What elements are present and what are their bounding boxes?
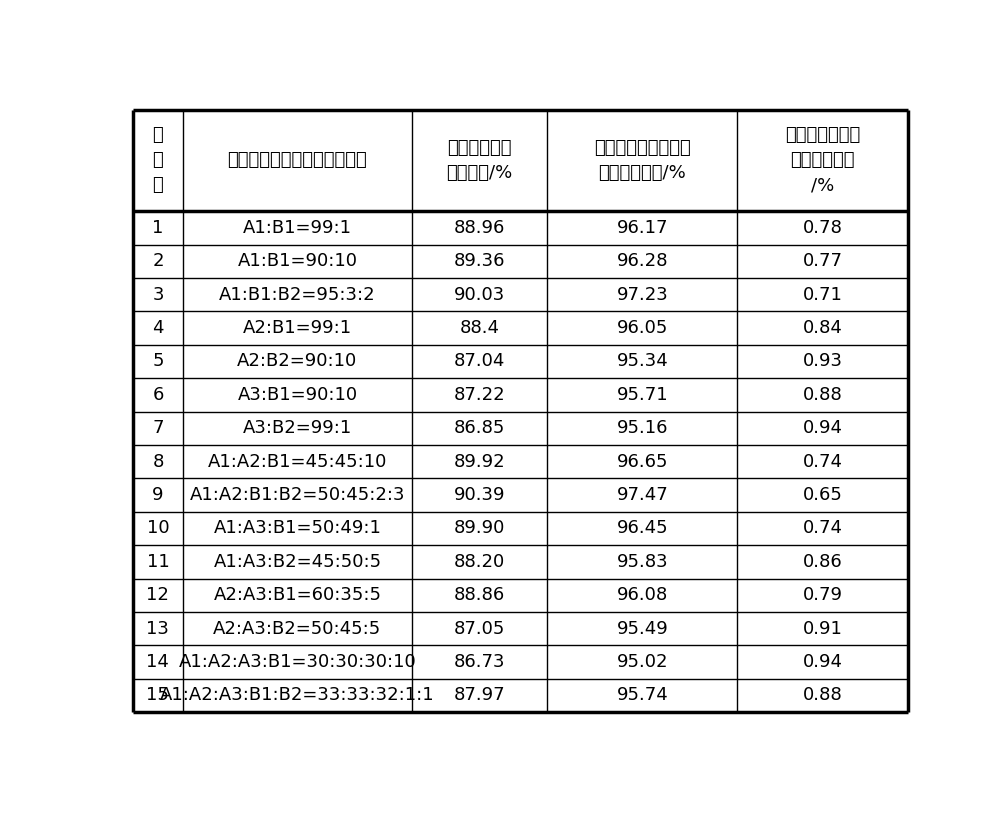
- Text: 88.20: 88.20: [454, 553, 505, 570]
- Text: 95.16: 95.16: [617, 420, 668, 437]
- Text: 96.28: 96.28: [617, 252, 668, 270]
- Text: 86.85: 86.85: [454, 420, 505, 437]
- Text: 产品中间、对甲乙苯
质量百分含量/%: 产品中间、对甲乙苯 质量百分含量/%: [594, 139, 691, 182]
- Text: 87.22: 87.22: [454, 386, 505, 404]
- Text: 10: 10: [147, 520, 169, 537]
- Text: A1:A3:B2=45:50:5: A1:A3:B2=45:50:5: [213, 553, 382, 570]
- Text: 89.36: 89.36: [454, 252, 505, 270]
- Text: 87.04: 87.04: [454, 353, 505, 370]
- Text: 90.39: 90.39: [454, 486, 505, 504]
- Text: A2:B2=90:10: A2:B2=90:10: [237, 353, 358, 370]
- Text: 0.79: 0.79: [802, 586, 842, 604]
- Text: 0.78: 0.78: [803, 219, 842, 237]
- Text: 萃取剂种类及组成（质量比）: 萃取剂种类及组成（质量比）: [228, 152, 367, 169]
- Text: 12: 12: [146, 586, 169, 604]
- Text: 0.94: 0.94: [802, 653, 842, 671]
- Text: 89.90: 89.90: [454, 520, 505, 537]
- Text: A3:B2=99:1: A3:B2=99:1: [243, 420, 352, 437]
- Text: 95.49: 95.49: [616, 620, 668, 638]
- Text: A1:A3:B1=50:49:1: A1:A3:B1=50:49:1: [214, 520, 381, 537]
- Text: 14: 14: [146, 653, 169, 671]
- Text: 9: 9: [152, 486, 164, 504]
- Text: 0.74: 0.74: [802, 520, 842, 537]
- Text: A1:B1:B2=95:3:2: A1:B1:B2=95:3:2: [219, 286, 376, 304]
- Text: 95.71: 95.71: [616, 386, 668, 404]
- Text: 1: 1: [152, 219, 164, 237]
- Text: A1:A2:A3:B1=30:30:30:10: A1:A2:A3:B1=30:30:30:10: [179, 653, 416, 671]
- Text: 0.65: 0.65: [803, 486, 842, 504]
- Text: 89.92: 89.92: [454, 453, 505, 470]
- Text: 86.73: 86.73: [454, 653, 505, 671]
- Text: 13: 13: [146, 620, 169, 638]
- Text: A2:B1=99:1: A2:B1=99:1: [243, 319, 352, 337]
- Text: 97.23: 97.23: [616, 286, 668, 304]
- Text: A1:B1=99:1: A1:B1=99:1: [243, 219, 352, 237]
- Text: 97.47: 97.47: [616, 486, 668, 504]
- Text: 90.03: 90.03: [454, 286, 505, 304]
- Text: 88.96: 88.96: [454, 219, 505, 237]
- Text: 87.05: 87.05: [454, 620, 505, 638]
- Text: 5: 5: [152, 353, 164, 370]
- Text: 0.88: 0.88: [803, 686, 842, 705]
- Text: 3: 3: [152, 286, 164, 304]
- Text: 95.83: 95.83: [616, 553, 668, 570]
- Text: 96.17: 96.17: [617, 219, 668, 237]
- Text: 产品中邻甲乙苯
质量百分含量
/%: 产品中邻甲乙苯 质量百分含量 /%: [785, 127, 860, 194]
- Text: 96.05: 96.05: [617, 319, 668, 337]
- Text: 0.77: 0.77: [802, 252, 842, 270]
- Text: 15: 15: [146, 686, 169, 705]
- Text: 95.02: 95.02: [617, 653, 668, 671]
- Text: A1:B1=90:10: A1:B1=90:10: [237, 252, 357, 270]
- Text: 7: 7: [152, 420, 164, 437]
- Text: A1:A2:B1:B2=50:45:2:3: A1:A2:B1:B2=50:45:2:3: [190, 486, 405, 504]
- Text: 87.97: 87.97: [454, 686, 505, 705]
- Text: 0.84: 0.84: [803, 319, 842, 337]
- Text: 0.74: 0.74: [802, 453, 842, 470]
- Text: 4: 4: [152, 319, 164, 337]
- Text: 88.86: 88.86: [454, 586, 505, 604]
- Text: 88.4: 88.4: [460, 319, 500, 337]
- Text: 95.74: 95.74: [616, 686, 668, 705]
- Text: 0.86: 0.86: [803, 553, 842, 570]
- Text: 96.08: 96.08: [617, 586, 668, 604]
- Text: 0.93: 0.93: [802, 353, 842, 370]
- Text: 11: 11: [147, 553, 169, 570]
- Text: 2: 2: [152, 252, 164, 270]
- Text: 实
施
例: 实 施 例: [153, 127, 163, 194]
- Text: 96.65: 96.65: [617, 453, 668, 470]
- Text: A1:A2:B1=45:45:10: A1:A2:B1=45:45:10: [208, 453, 387, 470]
- Text: 96.45: 96.45: [616, 520, 668, 537]
- Text: 0.94: 0.94: [802, 420, 842, 437]
- Text: 0.91: 0.91: [803, 620, 842, 638]
- Text: A3:B1=90:10: A3:B1=90:10: [237, 386, 358, 404]
- Text: A2:A3:B1=60:35:5: A2:A3:B1=60:35:5: [213, 586, 381, 604]
- Text: 95.34: 95.34: [616, 353, 668, 370]
- Text: 6: 6: [152, 386, 164, 404]
- Text: 0.71: 0.71: [803, 286, 842, 304]
- Text: 8: 8: [152, 453, 164, 470]
- Text: 间、对甲乙苯
质量收率/%: 间、对甲乙苯 质量收率/%: [446, 139, 513, 182]
- Text: A1:A2:A3:B1:B2=33:33:32:1:1: A1:A2:A3:B1:B2=33:33:32:1:1: [160, 686, 435, 705]
- Text: A2:A3:B2=50:45:5: A2:A3:B2=50:45:5: [213, 620, 382, 638]
- Text: 0.88: 0.88: [803, 386, 842, 404]
